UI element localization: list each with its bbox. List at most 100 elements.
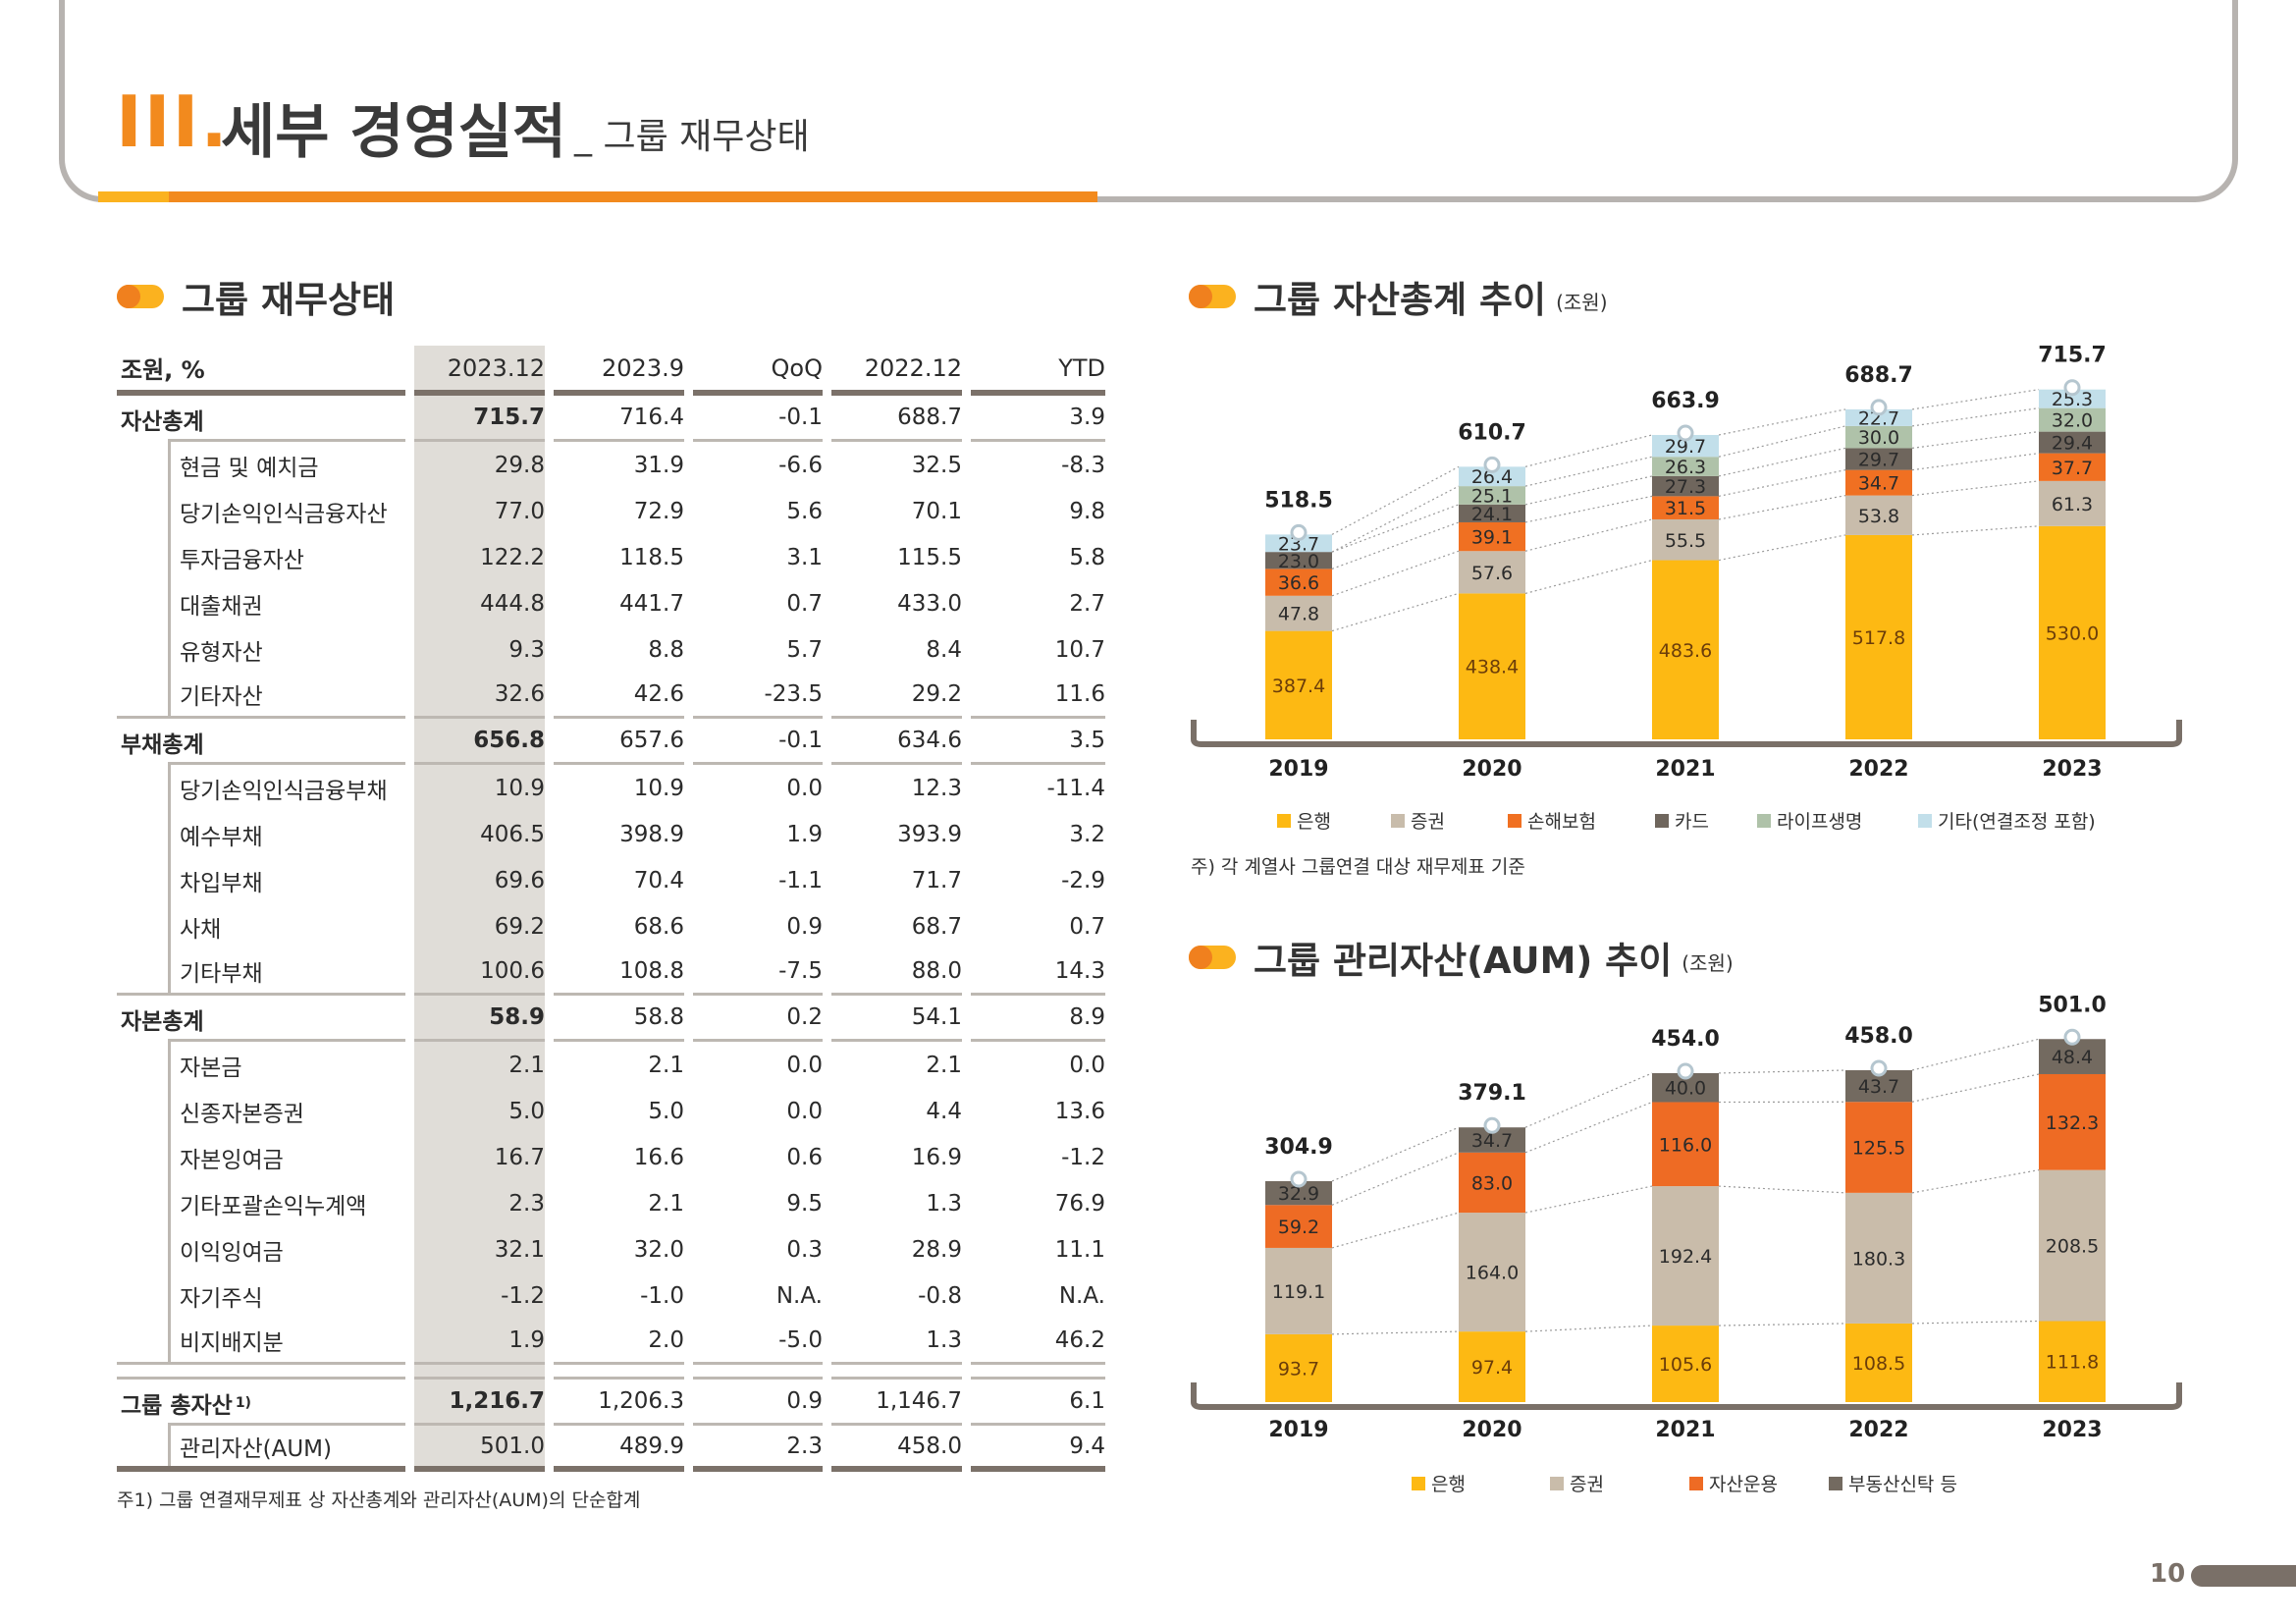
cell-value: 0.9 <box>693 1380 823 1426</box>
cell-value: 0.0 <box>786 1052 823 1078</box>
bar-segment-label: 25.1 <box>1471 486 1513 508</box>
cell-value: 2.3 <box>414 1180 545 1226</box>
connector-line <box>1911 1038 2040 1071</box>
table-row: 자본총계 58.9 58.8 0.2 54.1 8.9 <box>117 996 1105 1042</box>
bar-segment-증권 <box>1265 1247 1332 1334</box>
row-label: 기타포괄손익누계액 <box>117 1180 405 1226</box>
bar-segment-카드 <box>1652 475 1719 497</box>
aum-chart-title: 그룹 관리자산(AUM) 추이 <box>1254 940 1673 982</box>
bar-total-label: 610.7 <box>1458 420 1526 445</box>
bar-segment-자산운용 <box>2039 1073 2106 1170</box>
x-axis-line <box>1191 1382 2182 1410</box>
cell-value: 1.3 <box>926 1190 962 1217</box>
cell-value: 406.5 <box>414 811 545 857</box>
table-row: 자본금 2.1 2.1 0.0 2.1 0.0 <box>117 1042 1105 1088</box>
table-row: 당기손익인식금융부채 10.9 10.9 0.0 12.3 -11.4 <box>117 765 1105 811</box>
header-accent-bar-start <box>98 191 169 202</box>
bar-top-marker-icon <box>1870 399 1888 416</box>
bar-segment-label: 61.3 <box>2052 494 2093 515</box>
legend-item: 증권 <box>1550 1470 1604 1496</box>
page-title: 세부 경영실적 <box>221 98 567 167</box>
cell-value: 54.1 <box>831 996 962 1042</box>
connector-line <box>1524 1101 1653 1154</box>
connector-line <box>1718 469 1846 497</box>
table-row: 관리자산(AUM) 501.0 489.9 2.3 458.0 9.4 <box>117 1426 1105 1472</box>
cell-value: 46.2 <box>971 1319 1105 1365</box>
cell-value: -1.0 <box>640 1282 684 1309</box>
bar-segment-label: 39.1 <box>1471 527 1513 549</box>
bar-segment-label: 37.7 <box>2052 458 2093 479</box>
bar-segment-label: 32.0 <box>2052 410 2093 432</box>
cell-value: 2.0 <box>554 1319 684 1365</box>
legend-swatch-icon <box>1829 1476 1842 1490</box>
bar-segment-label: 29.4 <box>2052 433 2093 455</box>
cell-value: 118.5 <box>619 544 684 570</box>
bar-segment-증권 <box>1845 1192 1912 1324</box>
cell-value: 69.2 <box>414 903 545 949</box>
bar-segment-은행 <box>1652 560 1719 739</box>
row-label: 기타부채 <box>117 949 405 996</box>
x-tick-label: 2023 <box>2042 1418 2102 1442</box>
cell-value: 9.5 <box>786 1190 823 1217</box>
bar-segment-자산운용 <box>1265 1205 1332 1248</box>
bar-segment-라이프생명 <box>2039 407 2106 432</box>
cell-value: 72.9 <box>633 498 684 524</box>
bar-segment-label: 55.5 <box>1665 530 1706 552</box>
table-divider <box>117 1365 1105 1380</box>
row-label: 기타자산 <box>117 673 405 719</box>
cell-value: 42.6 <box>554 673 684 719</box>
bar-segment-증권 <box>1652 1186 1719 1326</box>
cell-value: 715.7 <box>414 396 545 442</box>
table-row: 당기손익인식금융자산 77.0 72.9 5.6 70.1 9.8 <box>117 488 1105 534</box>
cell-value: -23.5 <box>693 673 823 719</box>
cell-value: 11.1 <box>1054 1236 1105 1263</box>
cell-value: 441.7 <box>619 590 684 617</box>
cell-value: -11.4 <box>1046 775 1105 801</box>
cell-value: 1.9 <box>414 1319 545 1365</box>
legend-item: 기타(연결조정 포함) <box>1918 807 2096 834</box>
bar-segment-은행 <box>2039 525 2106 739</box>
row-label: 자본금 <box>117 1042 405 1088</box>
cell-value: 1.3 <box>831 1319 962 1365</box>
bar-segment-label: 105.6 <box>1659 1354 1712 1376</box>
bar-segment-label: 116.0 <box>1659 1134 1712 1156</box>
cell-value: -8.3 <box>1061 452 1105 478</box>
table-row: 그룹 총자산 1) 1,216.7 1,206.3 0.9 1,146.7 6.1 <box>117 1380 1105 1426</box>
x-tick-label: 2019 <box>1268 1418 1328 1442</box>
connector-line <box>1718 1323 1846 1326</box>
bar-segment-label: 26.4 <box>1471 466 1513 488</box>
cell-value: 444.8 <box>414 580 545 626</box>
bar-segment-증권 <box>1652 518 1719 561</box>
connector-line <box>1718 1185 1846 1194</box>
cell-value: 0.0 <box>786 1098 823 1124</box>
page-number: 10 <box>2150 1559 2186 1589</box>
row-label: 당기손익인식금융자산 <box>117 488 405 534</box>
cell-value: 489.9 <box>554 1426 684 1472</box>
cell-value: -0.1 <box>693 396 823 442</box>
asset-chart-heading: 그룹 자산총계 추이 (조원) <box>1189 270 1608 323</box>
column-header: QoQ <box>693 346 823 396</box>
column-header: 2023.9 <box>554 346 684 396</box>
cell-value: 31.9 <box>633 452 684 478</box>
cell-value: -5.0 <box>693 1319 823 1365</box>
bar-segment-label: 24.1 <box>1471 504 1513 525</box>
cell-value: 5.0 <box>414 1088 545 1134</box>
bar-segment-label: 180.3 <box>1852 1248 1905 1270</box>
table-row: 기타부채 100.6 108.8 -7.5 88.0 14.3 <box>117 949 1105 996</box>
cell-value: 0.7 <box>786 590 823 617</box>
x-tick-label: 2021 <box>1655 1418 1715 1442</box>
legend-label: 자산운용 <box>1709 1474 1778 1495</box>
connector-line <box>1331 1212 1460 1249</box>
legend-label: 증권 <box>1411 811 1445 833</box>
row-label: 관리자산(AUM) <box>117 1426 405 1472</box>
connector-line <box>1911 453 2040 471</box>
bar-segment-label: 483.6 <box>1659 640 1712 662</box>
cell-value: 70.1 <box>911 498 962 524</box>
bar-segment-라이프생명 <box>1845 425 1912 449</box>
cell-value: 0.0 <box>786 775 823 801</box>
row-label: 비지배지분 <box>117 1319 405 1365</box>
cell-value: 32.5 <box>911 452 962 478</box>
bar-total-label: 663.9 <box>1651 389 1720 413</box>
row-label: 이익잉여금 <box>117 1226 405 1272</box>
bar-segment-label: 208.5 <box>2046 1236 2099 1258</box>
